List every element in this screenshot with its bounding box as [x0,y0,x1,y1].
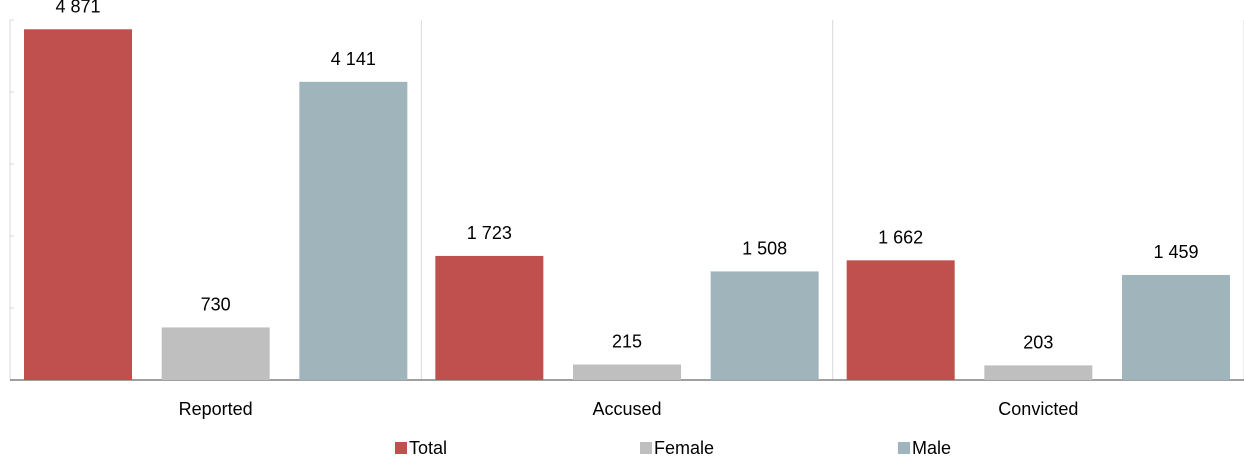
bar-female-convicted [984,365,1093,380]
bar-female-accused [573,364,681,380]
legend-swatch-female [640,442,652,454]
category-label: Reported [179,399,253,419]
bars-layer [24,29,1230,381]
category-label: Convicted [998,399,1078,419]
legend-label-male: Male [912,438,951,457]
bar-male-convicted [1122,274,1230,380]
legend-swatch-male [898,442,910,454]
data-label: 1 459 [1153,242,1198,262]
data-label: 730 [201,294,231,314]
bar-male-reported [299,81,408,381]
legend-swatch-total [395,442,407,454]
data-label: 4 871 [55,0,100,16]
data-label: 215 [612,332,642,352]
data-label: 4 141 [331,49,376,69]
data-label: 1 723 [467,223,512,243]
bar-female-reported [161,327,270,380]
bar-male-accused [710,271,819,380]
data-labels-layer: 4 871 730 4 141 1 723 215 1 508 1 662 203 1 459 [55,0,1198,352]
legend-label-female: Female [654,438,714,457]
category-label: Accused [592,399,661,419]
data-label: 1 508 [742,238,787,258]
bar-total-reported [24,29,132,381]
data-label: 1 662 [878,227,923,247]
data-label: 203 [1023,332,1053,352]
bar-total-accused [435,255,544,380]
category-labels-layer: Reported Accused Convicted [179,399,1079,419]
legend-label-total: Total [409,438,447,457]
legend: Total Female Male [395,438,951,457]
grid-layer [9,19,1244,381]
bar-total-convicted [846,260,955,380]
